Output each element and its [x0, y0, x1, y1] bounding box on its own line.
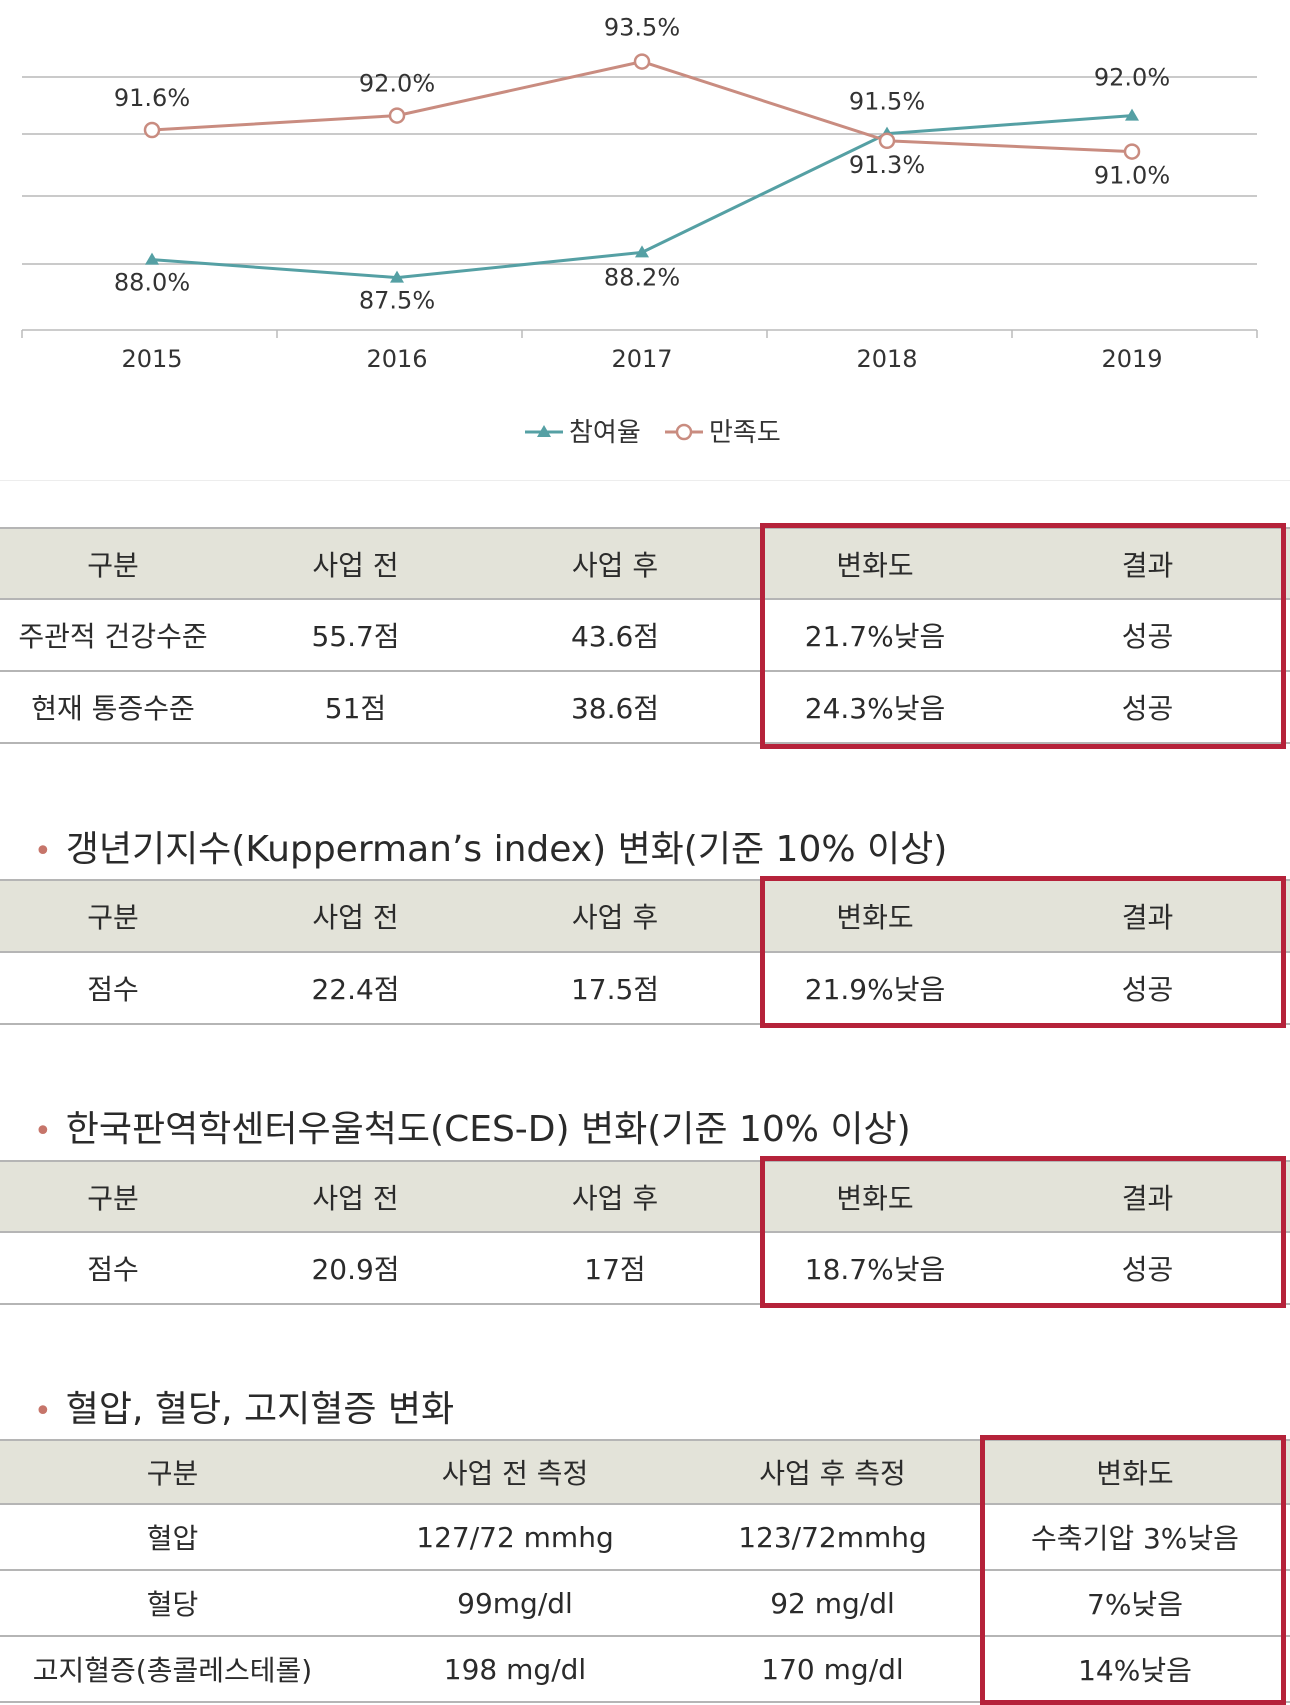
header-before: 사업 전	[226, 879, 485, 952]
x-tick-label: 2016	[366, 345, 427, 373]
header-before: 사업 전	[226, 1160, 485, 1232]
data-label: 92.0%	[359, 70, 435, 98]
cell-change: 수축기압 3%낮음	[980, 1503, 1290, 1570]
data-label: 93.5%	[604, 14, 680, 42]
data-point-triangle	[145, 252, 159, 265]
section-title-cesd: • 한국판역학센터우울척도(CES-D) 변화(기준 10% 이상)	[34, 1109, 911, 1150]
table-row: 주관적 건강수준 55.7점 43.6점 21.7%낮음 성공	[0, 598, 1290, 671]
bullet-icon: •	[34, 1114, 52, 1149]
legend-label: 만족도	[709, 418, 781, 448]
header-after: 사업 후 측정	[685, 1439, 980, 1504]
data-point-circle	[878, 132, 896, 150]
health-pain-table: 구분 사업 전 사업 후 변화도 결과 주관적 건강수준 55.7점 43.6점…	[0, 527, 1290, 744]
data-point-circle	[143, 121, 161, 139]
kupperman-table: 구분 사업 전 사업 후 변화도 결과 점수 22.4점 17.5점 21.9%…	[0, 879, 1290, 1025]
cell-category: 점수	[0, 1231, 226, 1305]
cell-before: 127/72 mmhg	[345, 1503, 685, 1570]
header-result: 결과	[1005, 1160, 1290, 1232]
cell-category: 점수	[0, 951, 226, 1025]
cell-before: 198 mg/dl	[345, 1635, 685, 1703]
cell-after: 92 mg/dl	[685, 1569, 980, 1636]
cell-after: 17점	[485, 1231, 745, 1305]
series-line-satisfaction	[151, 60, 1133, 154]
header-before: 사업 전	[226, 527, 485, 599]
x-tick-label: 2019	[1101, 345, 1162, 373]
section-title-kupperman: • 갱년기지수(Kupperman’s index) 변화(기준 10% 이상)	[34, 829, 948, 870]
data-label: 88.2%	[604, 263, 680, 291]
data-label: 91.3%	[849, 151, 925, 179]
header-category: 구분	[0, 1439, 345, 1504]
header-after: 사업 후	[485, 879, 745, 952]
cell-result: 성공	[1005, 951, 1290, 1025]
cell-before: 22.4점	[226, 951, 485, 1025]
header-result: 결과	[1005, 527, 1290, 599]
x-tick-label: 2015	[121, 345, 182, 373]
cesd-table: 구분 사업 전 사업 후 변화도 결과 점수 20.9점 17점 18.7%낮음…	[0, 1160, 1290, 1305]
cell-after: 170 mg/dl	[685, 1635, 980, 1703]
data-point-circle	[1123, 143, 1141, 160]
table-row: 혈압 127/72 mmhg 123/72mmhg 수축기압 3%낮음	[0, 1503, 1290, 1570]
data-point-triangle	[390, 270, 404, 283]
section-title-blood: • 혈압, 혈당, 고지혈증 변화	[34, 1389, 455, 1430]
cell-change: 18.7%낮음	[745, 1231, 1005, 1305]
legend-triangle-icon	[537, 425, 551, 437]
data-point-triangle	[1125, 108, 1139, 121]
header-category: 구분	[0, 527, 226, 599]
cell-category: 고지혈증(총콜레스테롤)	[0, 1635, 345, 1703]
table-row: 점수 20.9점 17점 18.7%낮음 성공	[0, 1231, 1290, 1305]
cell-category: 혈압	[0, 1503, 345, 1570]
table-row: 점수 22.4점 17.5점 21.9%낮음 성공	[0, 951, 1290, 1025]
table-row: 혈당 99mg/dl 92 mg/dl 7%낮음	[0, 1569, 1290, 1636]
blood-table: 구분 사업 전 측정 사업 후 측정 변화도 혈압 127/72 mmhg 12…	[0, 1439, 1290, 1703]
bullet-icon: •	[34, 834, 52, 869]
header-change: 변화도	[745, 527, 1005, 599]
header-change: 변화도	[745, 1160, 1005, 1232]
header-category: 구분	[0, 1160, 226, 1232]
cell-result: 성공	[1005, 670, 1290, 744]
cell-after: 43.6점	[485, 598, 745, 671]
data-point-triangle	[635, 245, 649, 258]
data-point-circle	[633, 53, 651, 70]
cell-change: 21.9%낮음	[745, 951, 1005, 1025]
data-point-circle	[388, 107, 406, 124]
legend-circle-icon	[675, 423, 693, 441]
cell-change: 14%낮음	[980, 1635, 1290, 1703]
table-row: 고지혈증(총콜레스테롤) 198 mg/dl 170 mg/dl 14%낮음	[0, 1635, 1290, 1703]
x-tick-label: 2017	[611, 345, 672, 373]
data-label: 92.0%	[1094, 64, 1170, 92]
header-after: 사업 후	[485, 527, 745, 599]
cell-before: 55.7점	[226, 598, 485, 671]
data-label: 88.0%	[114, 269, 190, 297]
legend-label: 참여율	[569, 418, 641, 448]
header-after: 사업 후	[485, 1160, 745, 1232]
cell-change: 21.7%낮음	[745, 598, 1005, 671]
line-chart: 2015 2016 2017 2018 2019 88.0% 87.5% 88.2% 91.5%…	[21, 14, 1258, 448]
data-label: 87.5%	[359, 287, 435, 315]
x-tick-label: 2018	[856, 345, 917, 373]
cell-result: 성공	[1005, 598, 1290, 671]
bullet-icon: •	[34, 1394, 52, 1429]
cell-change: 24.3%낮음	[745, 670, 1005, 744]
cell-after: 17.5점	[485, 951, 745, 1025]
header-result: 결과	[1005, 879, 1290, 952]
data-label: 91.0%	[1094, 162, 1170, 190]
cell-change: 7%낮음	[980, 1569, 1290, 1636]
table-row: 현재 통증수준 51점 38.6점 24.3%낮음 성공	[0, 670, 1290, 744]
cell-category: 혈당	[0, 1569, 345, 1636]
section-divider	[0, 480, 1290, 481]
header-category: 구분	[0, 879, 226, 952]
header-before: 사업 전 측정	[345, 1439, 685, 1504]
data-label: 91.6%	[114, 84, 190, 112]
header-change: 변화도	[745, 879, 1005, 952]
cell-before: 20.9점	[226, 1231, 485, 1305]
cell-before: 99mg/dl	[345, 1569, 685, 1636]
cell-after: 123/72mmhg	[685, 1503, 980, 1570]
cell-result: 성공	[1005, 1231, 1290, 1305]
data-label: 91.5%	[849, 88, 925, 116]
cell-category: 주관적 건강수준	[0, 598, 226, 671]
cell-before: 51점	[226, 670, 485, 744]
cell-category: 현재 통증수준	[0, 670, 226, 744]
header-change: 변화도	[980, 1439, 1290, 1504]
cell-after: 38.6점	[485, 670, 745, 744]
